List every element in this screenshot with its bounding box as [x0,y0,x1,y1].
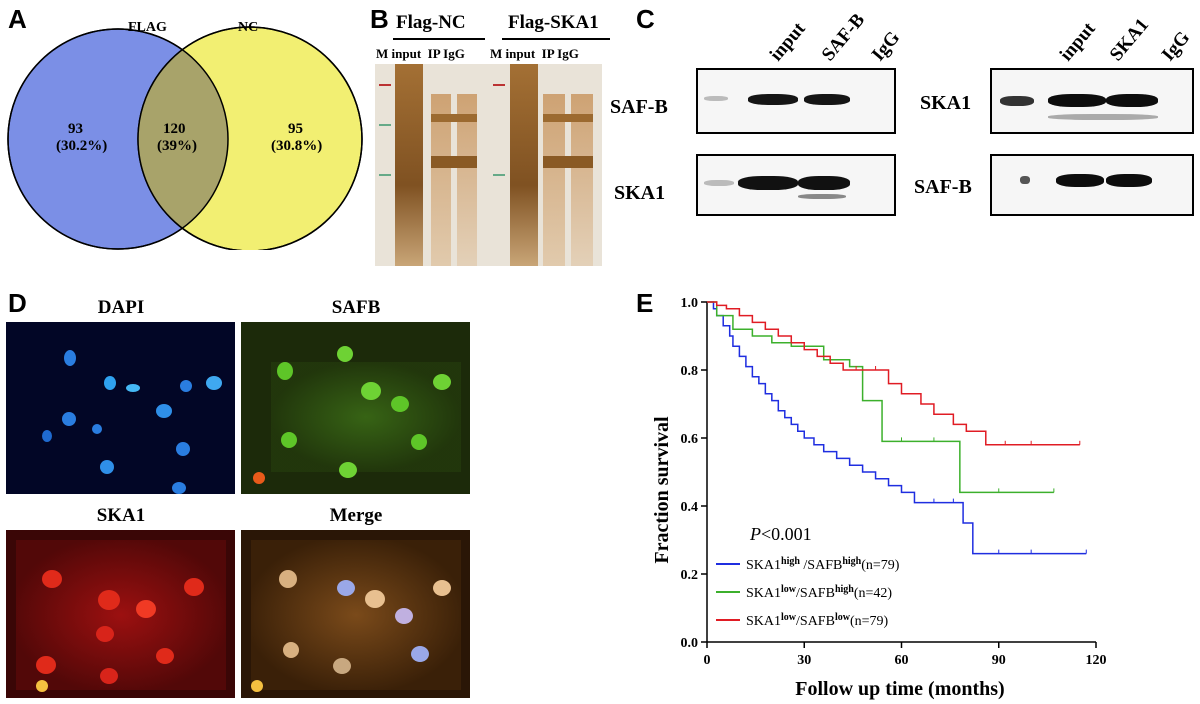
panel-label-a: A [8,4,27,34]
micro-title-safb: SAFB [331,297,381,318]
blot-left-col-igg: IgG [868,27,905,65]
p-value-rest: <0.001 [761,524,812,544]
y-tick-label-0: 0.0 [681,636,699,651]
gel-group-flag-ska1: Flag-SKA1 [508,12,599,33]
blot-right-col-input: input [1056,18,1100,65]
venn-left-pct: (30.2%) [56,138,107,154]
venn-diagram: FLAG NC 93 (30.2%) 120 (39%) 95 (30.8%) [7,20,363,250]
legend-entry-1: SKA1low/SAFBhigh(n=42) [746,584,892,601]
blot-left-top [696,68,896,134]
blot-left-col-input: input [766,18,810,65]
x-tick-label-3: 90 [992,653,1006,668]
x-tick-label-0: 0 [704,653,711,668]
gel-group-flag-nc: Flag-NC [396,12,466,33]
venn-right-pct: (30.8%) [271,138,322,154]
micro-dapi [6,322,235,494]
micro-title-dapi: DAPI [97,297,145,318]
gel-lanes-1: M input IP IgG [376,46,465,61]
blot-right-bottom [990,154,1194,216]
series-line-1 [707,301,1054,494]
y-tick-label-3: 0.6 [681,432,699,447]
x-tick-label-2: 60 [895,653,909,668]
blot-right-row-ska1: SKA1 [920,92,972,114]
venn-mid-pct: (39%) [157,138,197,154]
y-tick-label-5: 1.0 [681,296,699,311]
y-tick-label-4: 0.8 [681,364,699,379]
blot-right-col-igg: IgG [1158,27,1195,65]
micro-ska1 [6,530,235,698]
p-value: P<0.001 [749,524,812,544]
gel-group-underline-2 [502,38,610,40]
plot-area: 0 30 60 90 120 0.0 0.2 0.4 0.6 0.8 1.0 [681,296,1107,668]
gel-group-underline-1 [393,38,485,40]
venn-overlap [138,29,228,249]
legend-entry-0: SKA1high /SAFBhigh(n=79) [746,556,900,573]
panel-label-e: E [636,288,654,318]
panel-label-d: D [8,288,27,318]
y-axis-label: Fraction survival [651,416,673,564]
venn-left-count: 93 [68,121,83,137]
panel-label-b: B [370,4,389,34]
blot-right-row-safb: SAF-B [914,176,972,198]
micro-title-merge: Merge [329,505,383,526]
blot-left-bottom [696,154,896,216]
series-line-2 [707,301,1080,446]
blot-right-columns: input SKA1 IgG [1056,15,1195,66]
legend-entry-2: SKA1low/SAFBlow(n=79) [746,612,888,629]
y-tick-label-1: 0.2 [681,568,699,583]
blot-left-row-ska1: SKA1 [614,182,666,204]
venn-mid-count: 120 [163,121,186,137]
blot-left-col-safb: SAF-B [818,9,870,65]
blot-right-col-ska1: SKA1 [1106,15,1153,66]
legend: SKA1high /SAFBhigh(n=79) SKA1low/SAFBhig… [716,556,900,629]
blot-left-columns: input SAF-B IgG [766,9,905,65]
silver-stain-gel [375,64,602,266]
venn-nc-title: NC [238,20,258,35]
x-axis-label: Follow up time (months) [795,678,1004,700]
x-tick-label-1: 30 [797,653,811,668]
x-tick-label-4: 120 [1086,653,1107,668]
micro-merge [241,530,470,698]
panel-label-c: C [636,4,655,34]
series-line-0 [707,301,1087,555]
p-value-italic: P [749,524,761,544]
y-tick-label-2: 0.4 [681,500,699,515]
gel-lanes-2: M input IP IgG [490,46,579,61]
venn-flag-title: FLAG [128,20,167,35]
blot-left-row-safb: SAF-B [610,96,668,118]
micro-title-ska1: SKA1 [96,505,146,526]
venn-right-count: 95 [288,121,303,137]
micro-safb [241,322,470,494]
survival-chart: 0 30 60 90 120 0.0 0.2 0.4 0.6 0.8 1.0 Fraction su… [651,296,1107,700]
blot-right-top [990,68,1194,134]
